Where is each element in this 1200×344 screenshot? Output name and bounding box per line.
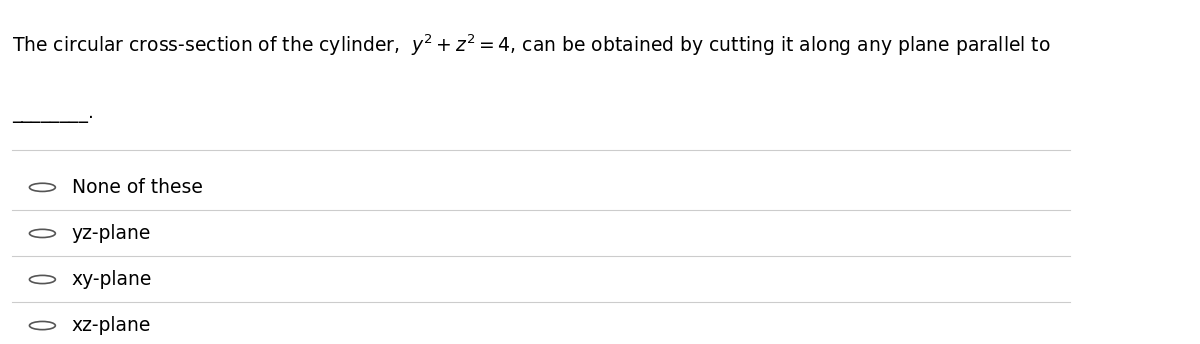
Text: ________.: ________. [12,105,94,123]
Text: None of these: None of these [72,178,203,197]
Text: The circular cross-section of the cylinder,  $y^2 + z^2 = 4$, can be obtained by: The circular cross-section of the cylind… [12,33,1051,58]
Text: xz-plane: xz-plane [72,316,151,335]
Text: yz-plane: yz-plane [72,224,151,243]
Text: xy-plane: xy-plane [72,270,152,289]
